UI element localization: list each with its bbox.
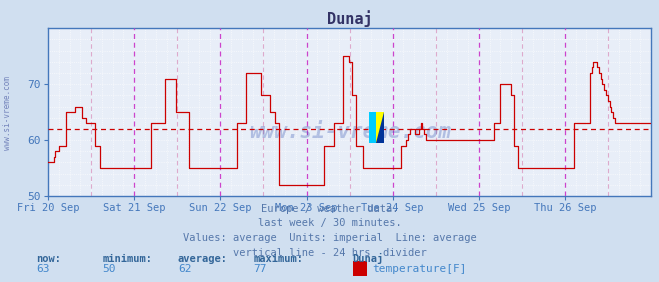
- Text: last week / 30 minutes.: last week / 30 minutes.: [258, 218, 401, 228]
- Text: www.si-vreme.com: www.si-vreme.com: [248, 122, 451, 142]
- Text: 77: 77: [254, 264, 267, 274]
- Polygon shape: [376, 112, 384, 143]
- Title: Dunaj: Dunaj: [327, 10, 372, 27]
- Text: minimum:: minimum:: [102, 254, 152, 264]
- Text: 63: 63: [36, 264, 49, 274]
- Text: temperature[F]: temperature[F]: [372, 264, 467, 274]
- Text: Europe / weather data.: Europe / weather data.: [261, 204, 398, 213]
- Text: maximum:: maximum:: [254, 254, 304, 264]
- Text: Dunaj: Dunaj: [353, 253, 384, 264]
- Text: 50: 50: [102, 264, 115, 274]
- Text: 62: 62: [178, 264, 191, 274]
- Text: vertical line - 24 hrs  divider: vertical line - 24 hrs divider: [233, 248, 426, 257]
- Text: now:: now:: [36, 254, 61, 264]
- Text: Values: average  Units: imperial  Line: average: Values: average Units: imperial Line: av…: [183, 233, 476, 243]
- Text: www.si-vreme.com: www.si-vreme.com: [3, 76, 13, 150]
- Text: average:: average:: [178, 254, 228, 264]
- Bar: [368, 112, 384, 143]
- Bar: [368, 112, 376, 143]
